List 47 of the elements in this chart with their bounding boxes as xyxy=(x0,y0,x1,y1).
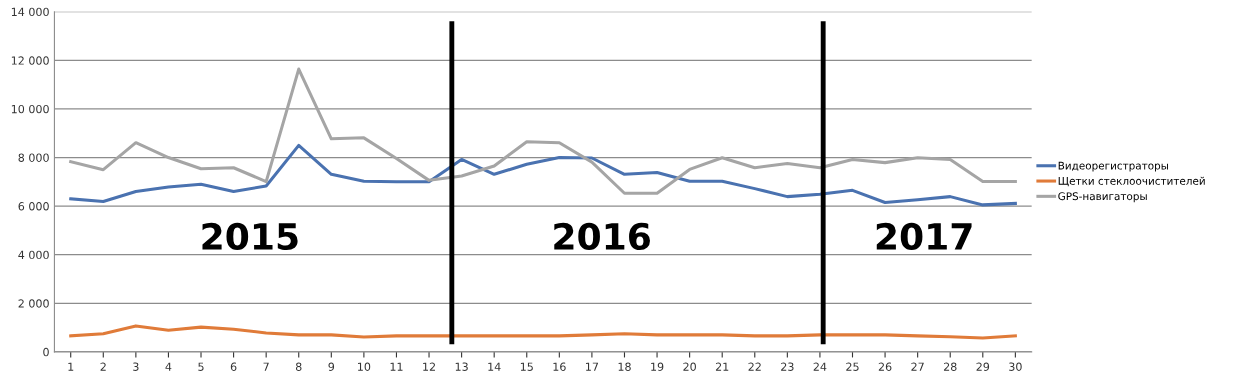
annotation: 2017 xyxy=(876,222,972,251)
x-tick-label: 19 xyxy=(651,362,664,371)
y-tick-label: 6 000 xyxy=(18,202,49,211)
y-tick-label: 4 000 xyxy=(18,250,49,260)
x-tick-label: 21 xyxy=(715,362,729,371)
x-tick-label: 12 xyxy=(423,362,435,371)
x-tick-label: 5 xyxy=(198,362,204,371)
x-tick-label: 13 xyxy=(455,362,468,371)
legend-label: Видеорегистраторы xyxy=(1058,161,1168,172)
x-tick-label: 11 xyxy=(390,362,403,371)
x-tick-label: 17 xyxy=(586,362,599,371)
y-tick-label: 10 000 xyxy=(11,104,49,114)
line-series xyxy=(69,143,1017,207)
annotation: 2016 xyxy=(554,222,650,251)
x-tick-label: 15 xyxy=(520,362,533,371)
x-tick-label: 14 xyxy=(488,362,501,371)
y-tick-label: 8 000 xyxy=(18,153,49,162)
x-tick-label: 16 xyxy=(553,362,566,371)
x-tick-label: 1 xyxy=(68,362,74,371)
x-tick-label: 28 xyxy=(943,362,957,371)
x-tick-label: 30 xyxy=(1009,362,1022,371)
legend-label: GPS-навигаторы xyxy=(1058,192,1147,203)
y-tick-label: 14 000 xyxy=(11,7,49,17)
x-tick-label: 6 xyxy=(230,362,237,371)
x-tick-label: 20 xyxy=(683,362,696,371)
y-tick-label: 0 xyxy=(43,347,49,357)
x-tick-label: 27 xyxy=(911,362,924,371)
x-tick-label: 7 xyxy=(263,362,269,371)
legend-label: Щетки стеклоочистителей xyxy=(1058,176,1205,187)
x-tick-label: 4 xyxy=(165,362,172,371)
x-tick-label: 2 xyxy=(100,362,106,371)
x-tick-label: 10 xyxy=(358,362,371,371)
x-tick-label: 23 xyxy=(781,362,794,371)
line-series xyxy=(69,324,1017,340)
x-tick-label: 8 xyxy=(295,362,302,371)
y-tick-label: 12 000 xyxy=(11,56,49,65)
x-tick-label: 26 xyxy=(878,362,892,371)
x-tick-label: 3 xyxy=(133,362,139,371)
x-tick-label: 9 xyxy=(328,362,335,371)
y-tick-label: 2 000 xyxy=(18,299,49,308)
x-tick-label: 22 xyxy=(748,362,761,371)
annotation: 2015 xyxy=(202,222,298,251)
x-tick-label: 18 xyxy=(618,362,631,371)
x-tick-label: 25 xyxy=(846,362,859,371)
x-tick-label: 24 xyxy=(813,362,827,371)
x-tick-label: 29 xyxy=(976,362,990,371)
line-series xyxy=(69,67,1017,195)
